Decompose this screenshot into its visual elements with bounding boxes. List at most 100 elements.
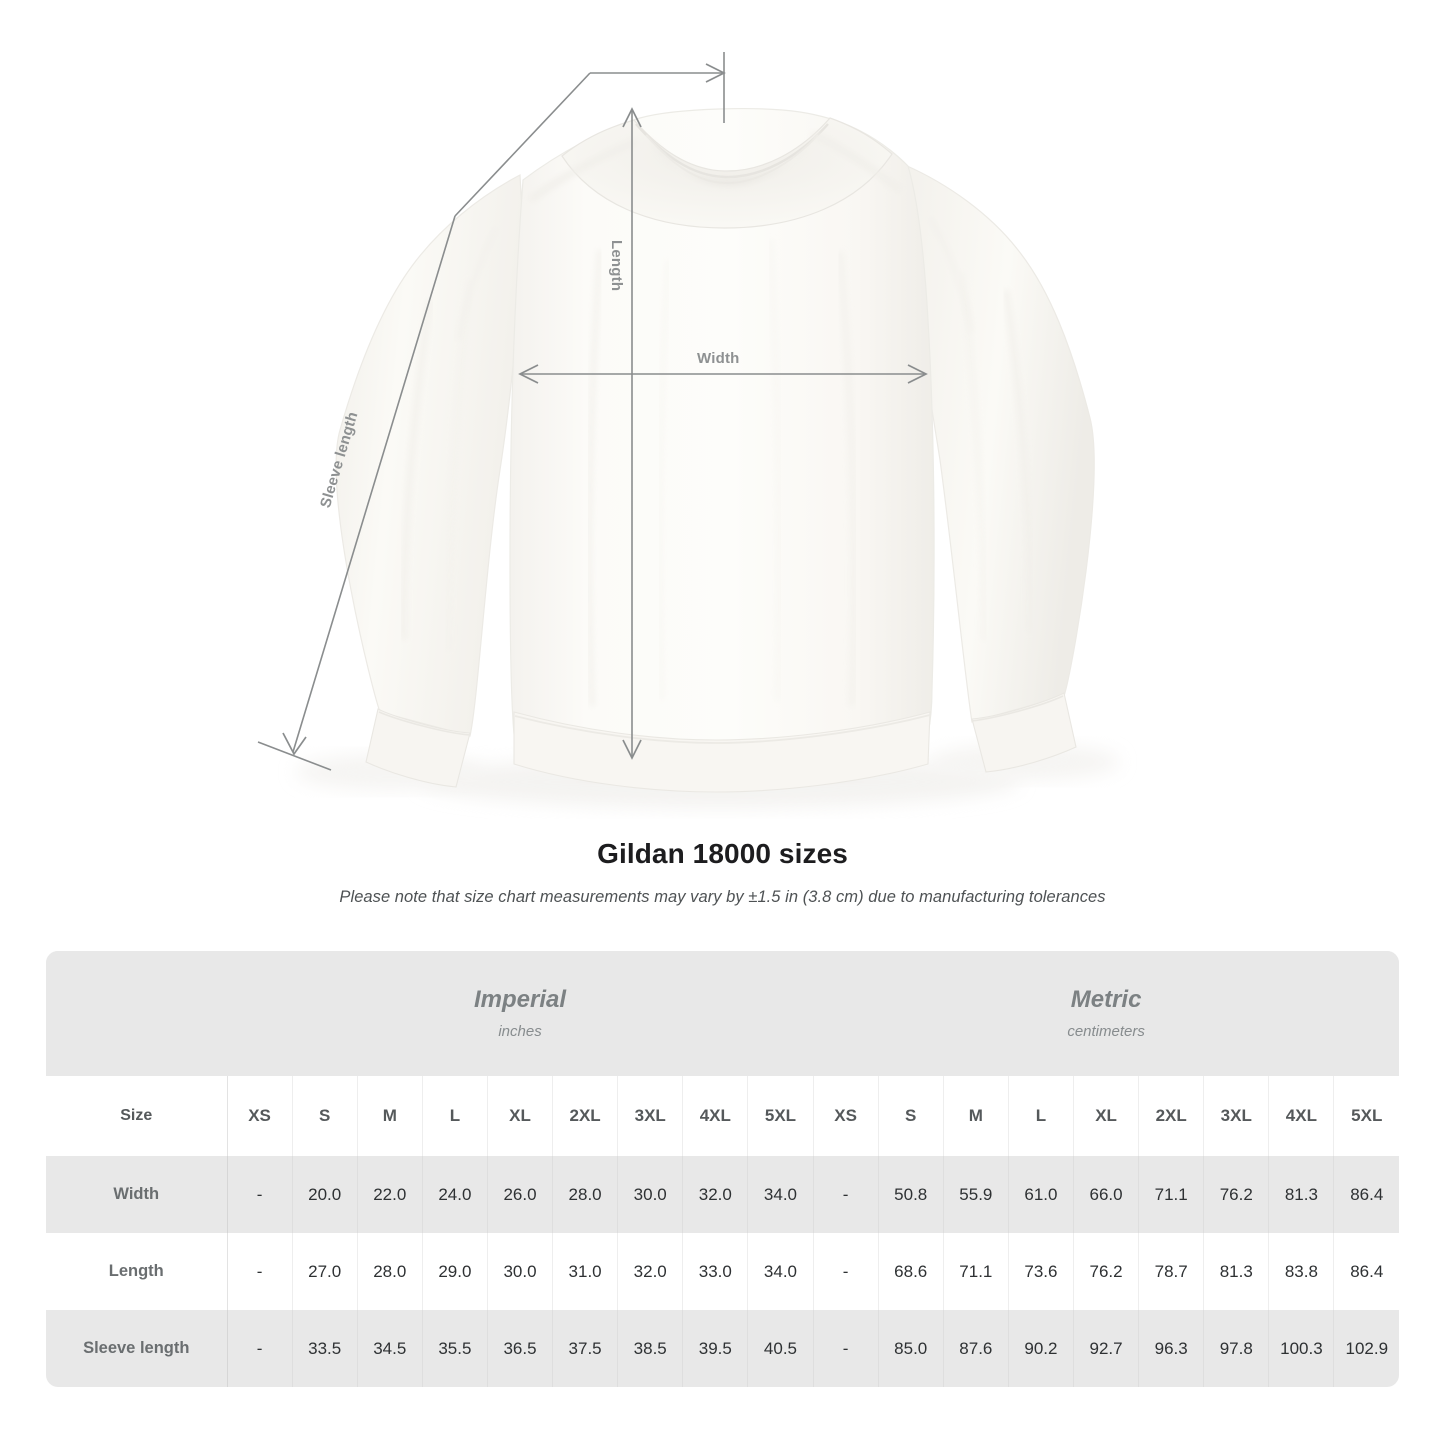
size-column-header-2xl-imperial: 2XL — [552, 1076, 619, 1156]
cell-width-imperial-l: 24.0 — [422, 1156, 488, 1233]
length-label: Length — [608, 240, 625, 292]
cell-length-metric-l: 73.6 — [1008, 1233, 1075, 1310]
row-label-width: Width — [46, 1156, 228, 1233]
size-column-header-xs-metric: XS — [813, 1076, 879, 1156]
cell-sleeve-length-imperial-l: 35.5 — [422, 1310, 488, 1387]
size-column-header-4xl-metric: 4XL — [1268, 1076, 1335, 1156]
width-label: Width — [697, 350, 740, 367]
size-column-header-2xl-metric: 2XL — [1138, 1076, 1205, 1156]
garment-diagram: Length Width Sleeve length — [257, 52, 1120, 808]
cell-sleeve-length-imperial-s: 33.5 — [292, 1310, 358, 1387]
size-chart-table: Imperial inches Metric centimeters Size XS S M L… — [46, 951, 1400, 1387]
unit-name: Metric — [1070, 985, 1142, 1013]
right-sleeve — [904, 164, 1095, 773]
cell-length-imperial-xs: - — [227, 1233, 293, 1310]
cell-sleeve-length-imperial-m: 34.5 — [357, 1310, 423, 1387]
cell-width-metric-xl: 66.0 — [1073, 1156, 1140, 1233]
width-measure-line — [518, 364, 928, 384]
table-row: Sleeve length -33.5 34.5 35.5 36.5 37.5 38.5 39… — [46, 1310, 1400, 1387]
cell-length-metric-4xl: 83.8 — [1268, 1233, 1335, 1310]
cell-width-metric-xs: - — [813, 1156, 879, 1233]
cell-sleeve-length-imperial-5xl: 40.5 — [747, 1310, 814, 1387]
page-title: Gildan 18000 sizes — [597, 838, 848, 869]
length-measure-line — [622, 107, 642, 760]
size-column-header-4xl-imperial: 4XL — [682, 1076, 749, 1156]
cell-length-metric-3xl: 81.3 — [1203, 1233, 1270, 1310]
cell-width-imperial-4xl: 32.0 — [682, 1156, 749, 1233]
unit-header-metric: Metric centimeters — [813, 951, 1400, 1076]
cell-width-metric-2xl: 71.1 — [1138, 1156, 1205, 1233]
cell-length-metric-s: 68.6 — [878, 1233, 944, 1310]
cell-length-imperial-l: 29.0 — [422, 1233, 488, 1310]
unit-header-imperial: Imperial inches — [227, 951, 814, 1076]
cell-length-metric-5xl: 86.4 — [1333, 1233, 1400, 1310]
size-column-header-3xl-imperial: 3XL — [617, 1076, 684, 1156]
measurement-lines — [257, 52, 928, 771]
cell-width-metric-4xl: 81.3 — [1268, 1156, 1335, 1233]
cell-sleeve-length-metric-3xl: 97.8 — [1203, 1310, 1270, 1387]
cell-length-metric-2xl: 78.7 — [1138, 1233, 1205, 1310]
cell-sleeve-length-imperial-2xl: 37.5 — [552, 1310, 619, 1387]
size-column-header-5xl-metric: 5XL — [1333, 1076, 1400, 1156]
cell-width-imperial-xl: 26.0 — [487, 1156, 554, 1233]
unit-band-row: Imperial inches Metric centimeters — [46, 951, 1400, 1076]
size-column-header-s-imperial: S — [292, 1076, 358, 1156]
cell-length-imperial-4xl: 33.0 — [682, 1233, 749, 1310]
title-block: Gildan 18000 sizes Please note that size… — [0, 838, 1445, 907]
cell-length-metric-m: 71.1 — [943, 1233, 1009, 1310]
cell-sleeve-length-metric-l: 90.2 — [1008, 1310, 1075, 1387]
size-column-header-5xl-imperial: 5XL — [747, 1076, 814, 1156]
unit-subtitle: inches — [498, 1023, 542, 1041]
cell-width-imperial-s: 20.0 — [292, 1156, 358, 1233]
table-row: Length -27.0 28.0 29.0 30.0 31.0 32.0 33.0 34.0-… — [46, 1233, 1400, 1310]
cell-sleeve-length-metric-4xl: 100.3 — [1268, 1310, 1335, 1387]
unit-band-spacer — [46, 951, 227, 1076]
size-column-header-3xl-metric: 3XL — [1203, 1076, 1270, 1156]
cell-length-imperial-5xl: 34.0 — [747, 1233, 814, 1310]
cell-width-metric-3xl: 76.2 — [1203, 1156, 1270, 1233]
cell-width-metric-m: 55.9 — [943, 1156, 1009, 1233]
cell-width-metric-s: 50.8 — [878, 1156, 944, 1233]
size-column-header-xs-imperial: XS — [227, 1076, 293, 1156]
sweatshirt-illustration — [257, 52, 1120, 808]
size-column-header-xl-imperial: XL — [487, 1076, 554, 1156]
cell-sleeve-length-metric-m: 87.6 — [943, 1310, 1009, 1387]
cell-sleeve-length-imperial-4xl: 39.5 — [682, 1310, 749, 1387]
cell-length-metric-xl: 76.2 — [1073, 1233, 1140, 1310]
size-column-header-l-imperial: L — [422, 1076, 488, 1156]
size-column-header-l-metric: L — [1008, 1076, 1075, 1156]
left-sleeve — [335, 174, 524, 788]
page-subtitle: Please note that size chart measurements… — [339, 888, 1106, 906]
size-column-header-s-metric: S — [878, 1076, 944, 1156]
cell-width-metric-5xl: 86.4 — [1333, 1156, 1400, 1233]
row-label-length: Length — [46, 1233, 228, 1310]
cell-length-imperial-xl: 30.0 — [487, 1233, 554, 1310]
size-column-header-m-imperial: M — [357, 1076, 423, 1156]
cell-sleeve-length-metric-s: 85.0 — [878, 1310, 944, 1387]
cell-width-imperial-2xl: 28.0 — [552, 1156, 619, 1233]
cell-width-imperial-m: 22.0 — [357, 1156, 423, 1233]
cell-width-imperial-5xl: 34.0 — [747, 1156, 814, 1233]
size-column-header-xl-metric: XL — [1073, 1076, 1140, 1156]
cell-length-imperial-2xl: 31.0 — [552, 1233, 619, 1310]
cell-width-imperial-3xl: 30.0 — [617, 1156, 684, 1233]
table-row: Width -20.0 22.0 24.0 26.0 28.0 30.0 32.0 34.0-5… — [46, 1156, 1400, 1233]
cell-width-imperial-xs: - — [227, 1156, 293, 1233]
cell-sleeve-length-imperial-3xl: 38.5 — [617, 1310, 684, 1387]
cell-sleeve-length-metric-xl: 92.7 — [1073, 1310, 1140, 1387]
cell-length-imperial-s: 27.0 — [292, 1233, 358, 1310]
cell-length-metric-xs: - — [813, 1233, 879, 1310]
unit-subtitle: centimeters — [1067, 1023, 1145, 1041]
sweatshirt-body — [509, 108, 935, 793]
cell-sleeve-length-imperial-xs: - — [227, 1310, 293, 1387]
cell-sleeve-length-metric-5xl: 102.9 — [1333, 1310, 1400, 1387]
size-column-header-m-metric: M — [943, 1076, 1009, 1156]
row-label-sleeve-length: Sleeve length — [46, 1310, 228, 1387]
unit-name: Imperial — [474, 985, 567, 1013]
cell-width-metric-l: 61.0 — [1008, 1156, 1075, 1233]
size-chart-table-wrapper: Imperial inches Metric centimeters Size XS S M L… — [46, 951, 1400, 1387]
cell-length-imperial-m: 28.0 — [357, 1233, 423, 1310]
cell-sleeve-length-metric-2xl: 96.3 — [1138, 1310, 1205, 1387]
sleeve-length-measure-line — [257, 52, 726, 771]
size-header-label: Size — [46, 1076, 228, 1156]
